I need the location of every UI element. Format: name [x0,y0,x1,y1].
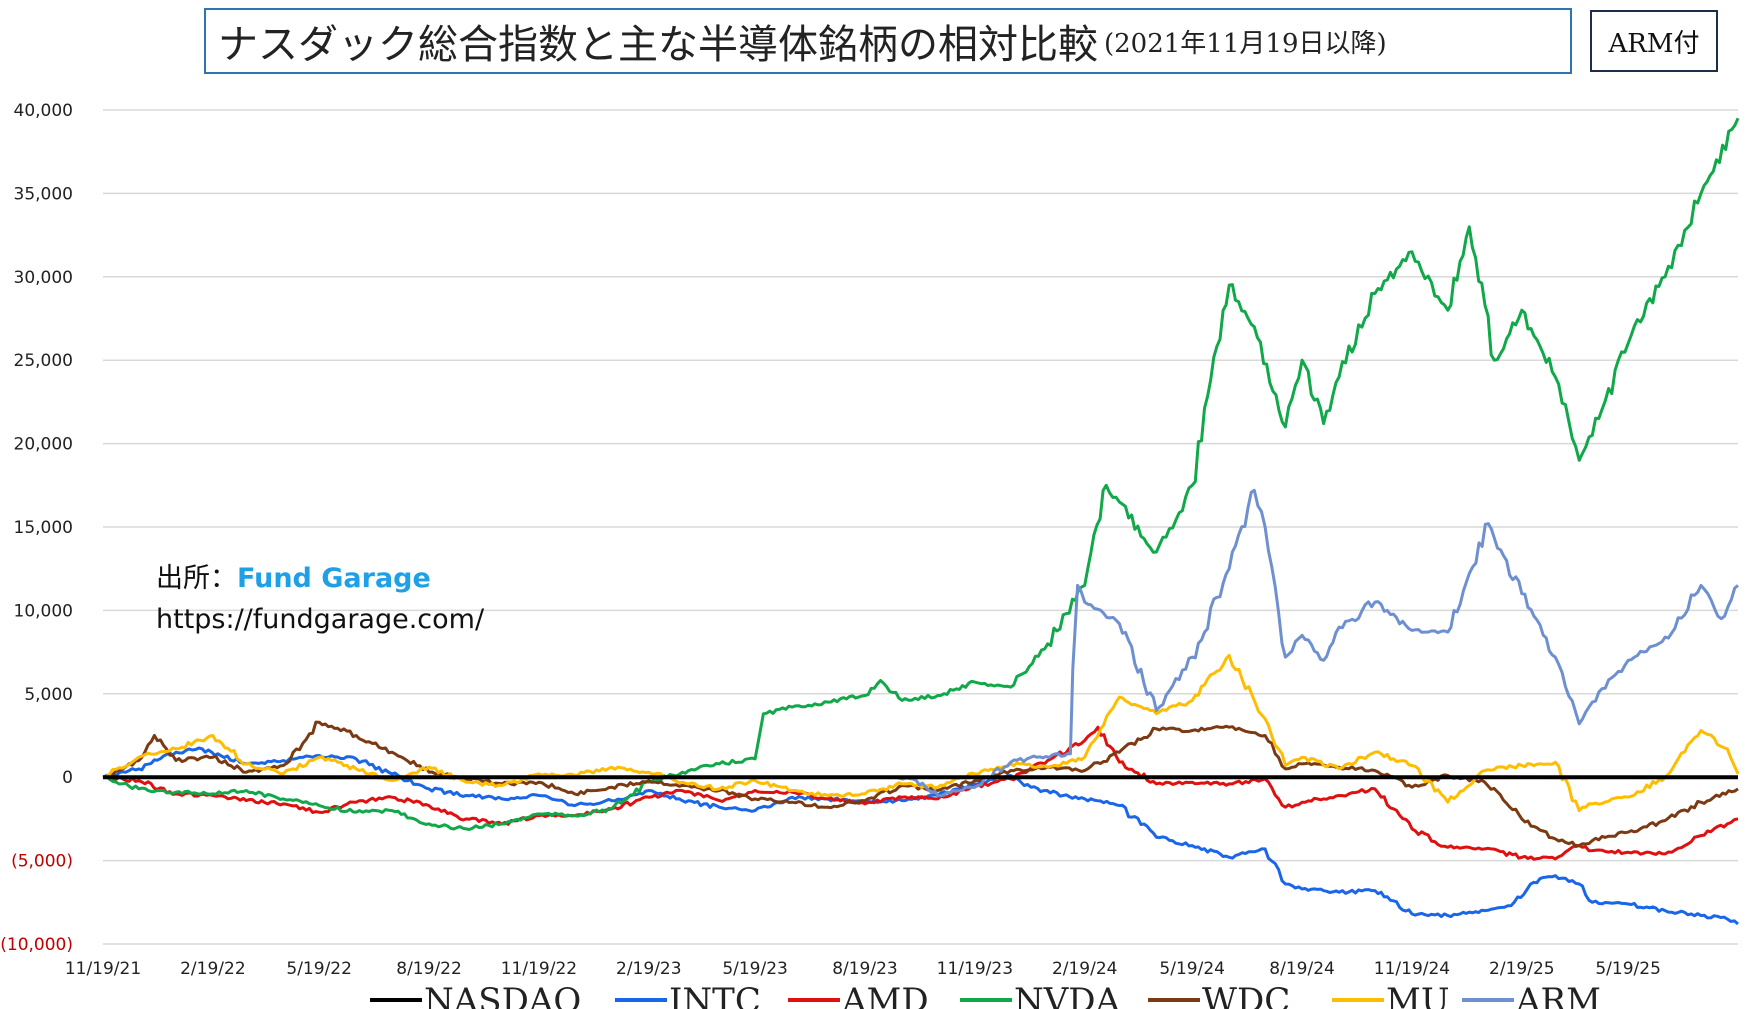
legend-label-wdc: WDC [1202,981,1290,1009]
grid-lines [103,109,1738,945]
y-tick-label-9: (5,000) [11,852,73,872]
legend-label-nvda: NVDA [1014,981,1121,1009]
x-tick-label-8: 11/19/23 [937,959,1013,979]
y-tick-label-3: 25,000 [14,351,73,371]
x-tick-label-10: 5/19/24 [1159,959,1225,979]
x-tick-label-7: 8/19/23 [832,959,898,979]
legend-label-nasdaq: NASDAQ [424,981,581,1009]
legend-label-mu: MU [1386,981,1449,1009]
source-credit: 出所：Fund Garage [156,556,431,595]
x-tick-label-13: 2/19/25 [1489,959,1555,979]
x-tick-label-5: 2/19/23 [616,959,682,979]
chart-title-box: ナスダック総合指数と主な半導体銘柄の相対比較 (2021年11月19日以降) [204,8,1572,74]
y-tick-label-4: 20,000 [14,435,73,455]
x-tick-label-6: 5/19/23 [722,959,788,979]
y-tick-label-0: 40,000 [14,101,73,121]
legend: NASDAQ INTC AMD NVDA WDC MU ARM [370,981,1601,1009]
chart-subtitle: (2021年11月19日以降) [1104,28,1387,59]
x-tick-label-1: 2/19/22 [180,959,246,979]
series-lines [102,117,1740,926]
series-amd-line [102,725,1739,861]
series-arm-line [895,488,1739,798]
series-mu-line [102,653,1740,813]
source-brand: Fund Garage [237,563,431,594]
source-prefix: 出所： [156,563,237,594]
arm-badge: ARM付 [1590,10,1718,72]
y-tick-label-1: 35,000 [14,184,73,204]
x-axis-labels: 11/19/21 2/19/22 5/19/22 8/19/22 11/19/22 2/1… [65,959,1661,979]
y-tick-label-2: 30,000 [14,268,73,288]
x-tick-label-9: 2/19/24 [1052,959,1118,979]
series-intc-line [102,746,1739,926]
x-tick-label-14: 5/19/25 [1595,959,1661,979]
legend-label-intc: INTC [669,981,761,1009]
series-nvda-line [102,117,1740,831]
x-tick-label-11: 8/19/24 [1269,959,1335,979]
y-tick-label-6: 10,000 [14,601,73,621]
chart-title: ナスダック総合指数と主な半導体銘柄の相対比較 [218,22,1098,68]
legend-label-arm: ARM [1515,981,1601,1009]
y-tick-label-7: 5,000 [24,685,73,705]
x-tick-label-12: 11/19/24 [1374,959,1450,979]
source-url[interactable]: https://fundgarage.com/ [156,604,485,635]
y-tick-label-5: 15,000 [14,518,73,538]
y-axis-labels: 40,000 35,000 30,000 25,000 20,000 15,000 10,0… [0,101,73,955]
y-tick-label-8: 0 [62,768,73,788]
x-tick-label-2: 5/19/22 [286,959,352,979]
x-tick-label-4: 11/19/22 [501,959,577,979]
x-tick-label-3: 8/19/22 [396,959,462,979]
legend-label-amd: AMD [841,981,929,1009]
x-tick-label-0: 11/19/21 [65,959,141,979]
y-tick-label-10: (10,000) [0,935,73,955]
